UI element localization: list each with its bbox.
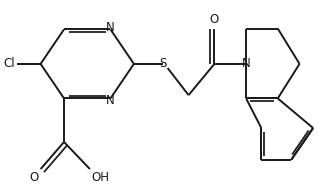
Text: O: O — [29, 171, 38, 184]
Text: OH: OH — [91, 171, 110, 184]
Text: O: O — [210, 13, 219, 26]
Text: N: N — [106, 21, 115, 34]
Text: Cl: Cl — [3, 57, 15, 70]
Text: N: N — [242, 57, 250, 70]
Text: N: N — [106, 93, 115, 107]
Text: S: S — [159, 57, 166, 70]
